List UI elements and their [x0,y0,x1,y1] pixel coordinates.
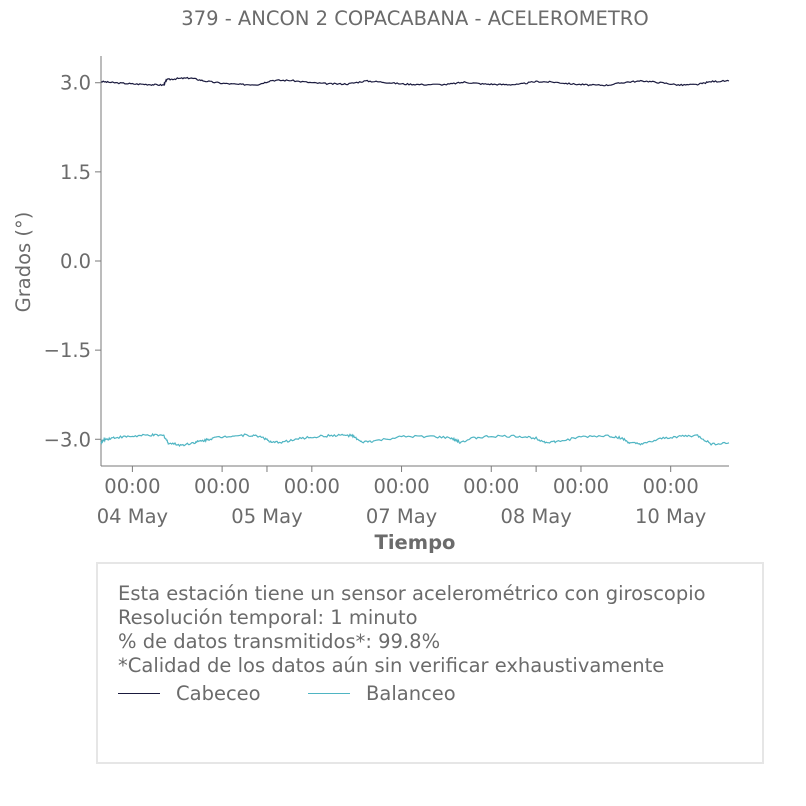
y-tick-label: −3.0 [44,428,91,451]
y-tick-label: 0.0 [60,250,91,273]
y-tick-label: −1.5 [44,339,91,362]
legend-line-balanceo [308,693,350,694]
legend-label-balanceo: Balanceo [366,682,456,705]
series-line-cabeceo [100,76,730,87]
legend-item-cabeceo: Cabeceo [118,682,261,705]
note-transmitted: % de datos transmitidos*: 99.8% [118,630,441,653]
x-tick-label-time: 00:00 [463,475,519,498]
note-sensor: Esta estación tiene un sensor aceleromét… [118,582,706,605]
note-quality: *Calidad de los datos aún sin verificar … [118,654,665,677]
note-resolution: Resolución temporal: 1 minuto [118,606,418,629]
x-tick-label-date: 07 May [366,505,437,528]
ticks-layer: 3.0 1.5 0.0 −1.5 −3.0 00:00 04 May 00:00 05 May 0… [44,72,707,528]
chart-svg: 379 - ANCON 2 COPACABANA - ACELEROMETRO … [12,7,730,554]
legend-label-cabeceo: Cabeceo [176,682,261,705]
y-axis-label: Grados (°) [12,212,35,313]
legend-item-balanceo: Balanceo [308,682,456,705]
x-tick-label-date: 08 May [500,505,571,528]
info-legend-box: Esta estación tiene un sensor aceleromét… [96,562,764,764]
x-tick-label-time: 00:00 [373,475,429,498]
chart-title: 379 - ANCON 2 COPACABANA - ACELEROMETRO [181,7,648,30]
x-axis-label: Tiempo [375,531,456,554]
x-tick-label-date: 10 May [635,505,706,528]
series-layer [100,76,730,448]
x-tick-label-time: 00:00 [194,475,250,498]
x-tick-label-time: 00:00 [643,475,699,498]
legend-line-cabeceo [118,693,160,694]
y-tick-label: 1.5 [60,161,91,184]
y-tick-label: 3.0 [60,72,91,95]
x-tick-label-date: 05 May [231,505,302,528]
x-tick-label-time: 00:00 [104,475,160,498]
x-tick-label-time: 00:00 [553,475,609,498]
series-line-balanceo [100,432,730,448]
x-tick-label-time: 00:00 [284,475,340,498]
x-tick-label-date: 04 May [97,505,168,528]
